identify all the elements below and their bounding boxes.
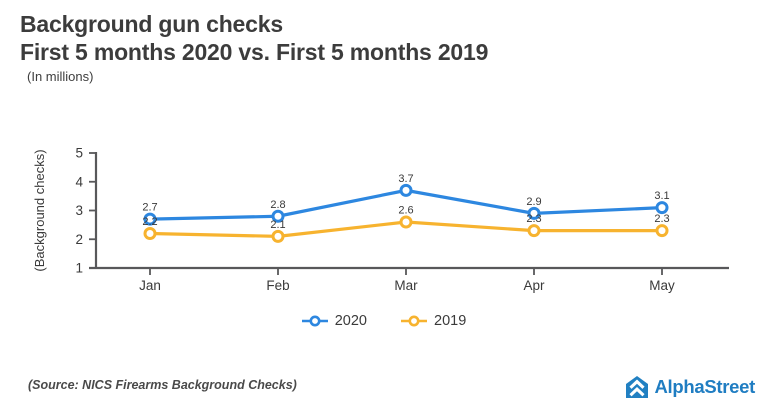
data-point-label-2019-Mar: 2.6 [398,205,413,217]
data-point-label-2020-Feb: 2.8 [270,199,285,211]
y-tick-label: 4 [75,174,83,189]
chart-legend: 2020 2019 [0,313,768,329]
data-point-label-2019-May: 2.3 [654,213,669,225]
data-point-marker-2020-Jan [143,212,157,226]
data-point-marker-2020-May [655,201,669,215]
brand-logo: AlphaStreet [625,375,755,399]
data-point-label-2020-Apr: 2.9 [526,196,541,208]
legend-marker-icon [301,315,328,327]
page-title: Background gun checks First 5 months 202… [20,10,488,66]
data-point-marker-2019-May [655,224,669,238]
legend-item-2019[interactable]: 2019 [401,313,466,329]
y-tick-label: 2 [75,232,83,247]
y-tick-label: 3 [75,203,83,218]
y-tick-label: 5 [75,146,83,161]
data-point-marker-2019-Mar [399,215,413,229]
units-note: (In millions) [27,69,94,84]
data-point-marker-2020-Apr [527,206,541,220]
title-line-1: Background gun checks [20,11,283,37]
alphastreet-logo-icon [626,376,649,398]
data-point-label-2020-May: 3.1 [654,190,669,202]
data-point-label-2019-Feb: 2.1 [270,219,285,231]
source-note: (Source: NICS Firearms Background Checks… [28,378,297,392]
data-point-label-2020-Jan: 2.7 [142,202,157,214]
x-tick-label: Jan [139,278,161,293]
data-point-marker-2020-Mar [399,183,413,197]
y-axis-title: (Background checks) [32,149,47,271]
x-tick-label: Apr [523,278,545,293]
x-tick-label: Feb [266,278,289,293]
y-tick-label: 1 [75,261,83,276]
data-point-marker-2019-Jan [143,227,157,240]
title-line-2: First 5 months 2020 vs. First 5 months 2… [20,39,489,65]
data-point-marker-2019-Feb [271,229,285,243]
brand-name: AlphaStreet [654,376,755,397]
legend-label: 2019 [434,313,467,329]
x-tick-label: May [649,278,675,293]
data-point-marker-2019-Apr [527,224,541,238]
legend-marker-icon [401,315,427,327]
data-point-label-2019-Jan: 2.2 [142,216,157,228]
data-point-label-2019-Apr: 2.3 [526,213,541,225]
legend-item-2020[interactable]: 2020 [301,313,367,329]
x-tick-label: Mar [394,278,418,293]
legend-label: 2020 [334,313,367,329]
data-point-label-2020-Mar: 3.7 [398,173,413,185]
data-point-marker-2020-Feb [271,209,285,223]
